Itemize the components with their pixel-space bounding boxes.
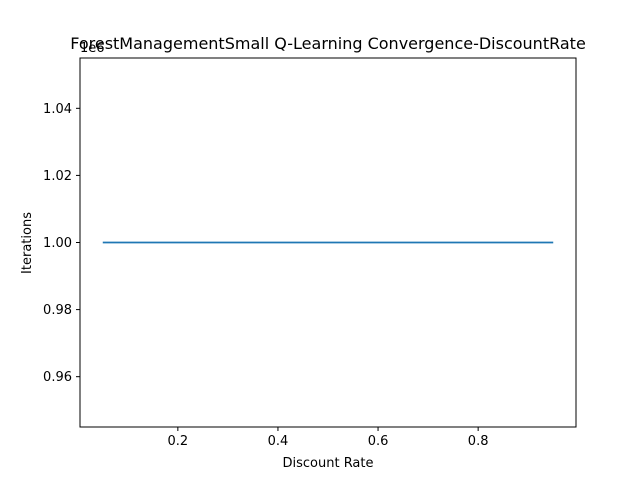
x-tick-label: 0.2 — [168, 434, 189, 449]
x-tick-label: 0.6 — [368, 434, 389, 449]
plot-area: 0.2 0.4 0.6 0.8 0.96 0.98 1.00 1.02 1.04 — [43, 57, 577, 449]
x-tick-label: 0.8 — [468, 434, 489, 449]
y-tick-label: 1.02 — [43, 169, 72, 184]
x-tick-label: 0.4 — [268, 434, 289, 449]
y-tick-label: 0.98 — [43, 303, 72, 318]
y-tick-label: 1.04 — [43, 102, 72, 117]
chart-title: ForestManagementSmall Q-Learning Converg… — [70, 34, 586, 53]
y-offset-label: 1e6 — [80, 41, 105, 56]
y-tick-label: 0.96 — [43, 370, 72, 385]
y-tick-label: 1.00 — [43, 236, 72, 251]
y-axis-label: Iterations — [20, 212, 35, 274]
x-axis-label: Discount Rate — [282, 456, 373, 471]
